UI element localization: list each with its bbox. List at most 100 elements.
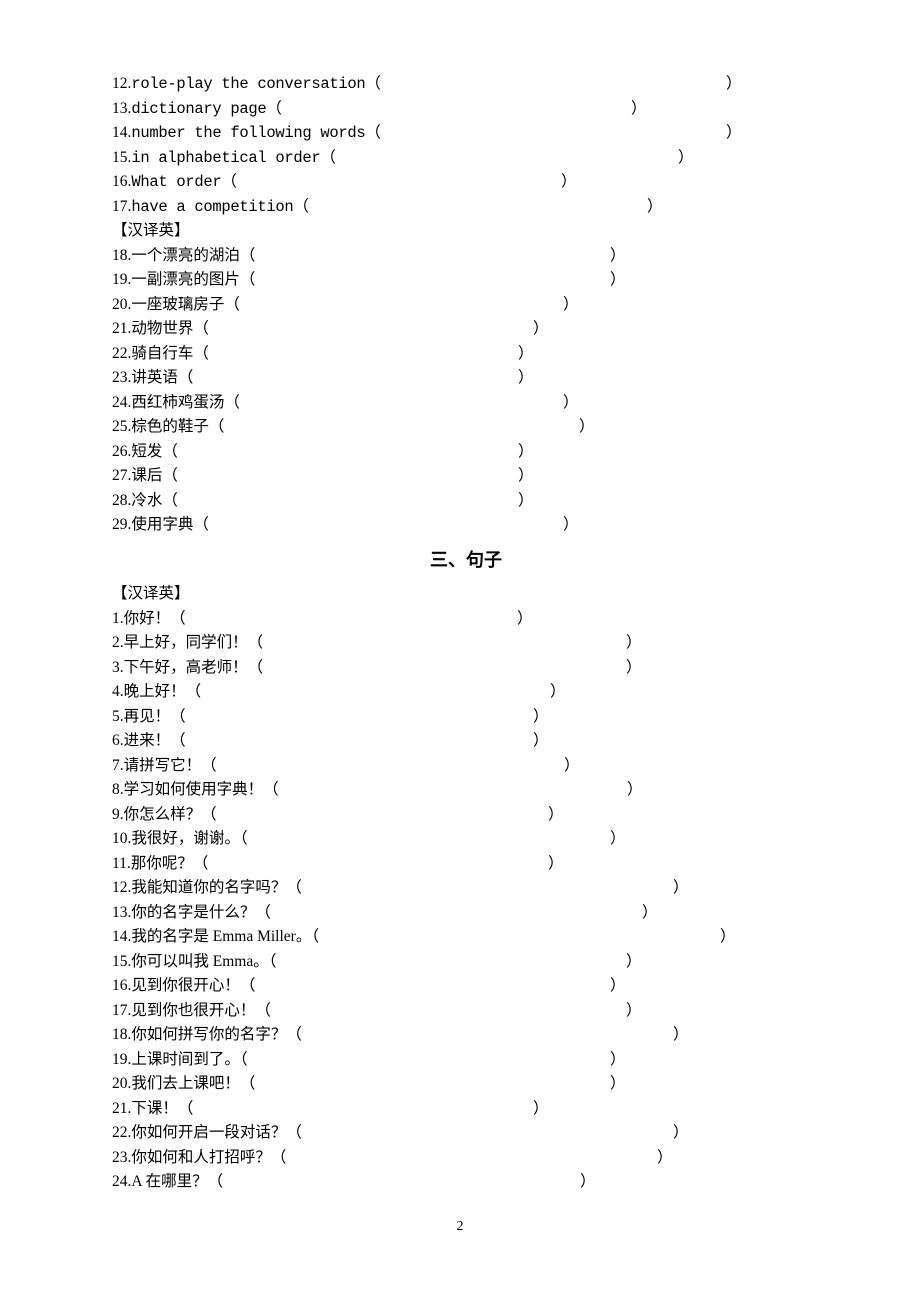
english-to-chinese-section: 12.role-play the conversation（）13.dictio…: [112, 72, 820, 219]
item-text: 学习如何使用字典！: [124, 781, 264, 798]
item-text: 西红柿鸡蛋汤: [131, 394, 224, 411]
exercise-item: 12.role-play the conversation（）: [112, 72, 820, 97]
item-text: number the following words: [131, 124, 365, 142]
item-text: 我的名字是 Emma Miller。: [131, 928, 311, 945]
close-parenthesis: ）: [647, 195, 663, 220]
exercise-item: 18.你如何拼写你的名字？（）: [112, 1023, 820, 1048]
open-parenthesis: （: [365, 124, 381, 141]
close-parenthesis: ）: [533, 705, 549, 730]
item-number: 22.: [112, 1124, 131, 1141]
close-parenthesis: ）: [626, 999, 642, 1024]
exercise-item: 19.上课时间到了。（）: [112, 1048, 820, 1073]
item-number: 8.: [112, 781, 124, 798]
item-text: 再见！: [124, 708, 171, 725]
open-parenthesis: （: [286, 879, 302, 896]
close-parenthesis: ）: [548, 803, 564, 828]
exercise-item: 15.你可以叫我 Emma。（）: [112, 950, 820, 975]
close-parenthesis: ）: [673, 876, 689, 901]
open-parenthesis: （: [178, 369, 194, 386]
item-number: 23.: [112, 369, 131, 386]
exercise-item: 19.一副漂亮的图片（）: [112, 268, 820, 293]
item-number: 20.: [112, 1075, 131, 1092]
exercise-item: 20.一座玻璃房子（）: [112, 293, 820, 318]
open-parenthesis: （: [193, 855, 209, 872]
exercise-item: 21.动物世界（）: [112, 317, 820, 342]
exercise-item: 23.你如何和人打招呼？（）: [112, 1146, 820, 1171]
close-parenthesis: ）: [561, 170, 577, 195]
item-number: 9.: [112, 806, 124, 823]
item-number: 15.: [112, 953, 131, 970]
exercise-item: 10.我很好，谢谢。（）: [112, 827, 820, 852]
item-number: 25.: [112, 418, 131, 435]
item-text: 骑自行车: [131, 345, 193, 362]
item-number: 24.: [112, 1173, 131, 1190]
exercise-item: 8.学习如何使用字典！（ ）: [112, 778, 820, 803]
item-text: 我能知道你的名字吗？: [131, 879, 286, 896]
close-parenthesis: ）: [627, 778, 643, 803]
exercise-item: 17.have a competition（）: [112, 195, 820, 220]
chinese-to-english-header: 【汉译英】: [112, 219, 820, 244]
page-content: 12.role-play the conversation（）13.dictio…: [0, 0, 920, 1195]
item-text: 你好！: [124, 610, 171, 627]
close-parenthesis: ）: [533, 317, 549, 342]
open-parenthesis: （: [170, 732, 186, 749]
item-text: 见到你也很开心！: [131, 1002, 255, 1019]
item-number: 24.: [112, 394, 131, 411]
item-number: 5.: [112, 708, 124, 725]
exercise-item: 22.你如何开启一段对话？（）: [112, 1121, 820, 1146]
item-number: 18.: [112, 247, 131, 264]
open-parenthesis: （: [170, 610, 186, 627]
item-text: 讲英语: [131, 369, 178, 386]
item-number: 26.: [112, 443, 131, 460]
open-parenthesis: （: [263, 781, 279, 798]
close-parenthesis: ）: [563, 293, 579, 318]
item-number: 1.: [112, 610, 124, 627]
item-number: 6.: [112, 732, 124, 749]
exercise-item: 5.再见！（ ）: [112, 705, 820, 730]
exercise-item: 21.下课！（）: [112, 1097, 820, 1122]
close-parenthesis: ）: [726, 121, 742, 146]
open-parenthesis: （: [255, 1002, 271, 1019]
open-parenthesis: （: [286, 1026, 302, 1043]
close-parenthesis: ）: [626, 631, 642, 656]
close-parenthesis: ）: [610, 1048, 626, 1073]
exercise-item: 12.我能知道你的名字吗？（）: [112, 876, 820, 901]
item-number: 10.: [112, 830, 131, 847]
sentences-section: 1.你好！（）2.早上好，同学们！（）3.下午好，高老师！（）4.晚上好！（）5…: [112, 607, 820, 1195]
item-text: dictionary page: [131, 100, 266, 118]
close-parenthesis: ）: [518, 464, 534, 489]
item-number: 4.: [112, 683, 124, 700]
item-number: 3.: [112, 659, 124, 676]
item-text: role-play the conversation: [131, 75, 365, 93]
item-text: 见到你很开心！: [131, 977, 240, 994]
item-text: 棕色的鞋子: [131, 418, 209, 435]
item-number: 21.: [112, 1100, 131, 1117]
item-number: 19.: [112, 271, 131, 288]
item-number: 21.: [112, 320, 131, 337]
open-parenthesis: （: [271, 1149, 287, 1166]
open-parenthesis: （: [311, 928, 319, 945]
item-text: 晚上好！: [124, 683, 186, 700]
exercise-item: 6.进来！（）: [112, 729, 820, 754]
open-parenthesis: （: [365, 75, 381, 92]
open-parenthesis: （: [162, 492, 178, 509]
exercise-item: 28.冷水（）: [112, 489, 820, 514]
open-parenthesis: （: [255, 904, 271, 921]
open-parenthesis: （: [240, 247, 256, 264]
close-parenthesis: ）: [564, 754, 580, 779]
item-text: 你如何和人打招呼？: [131, 1149, 271, 1166]
open-parenthesis: （: [170, 708, 186, 725]
open-parenthesis: （: [178, 1100, 194, 1117]
close-parenthesis: ）: [580, 1170, 596, 1195]
exercise-item: 18.一个漂亮的湖泊（）: [112, 244, 820, 269]
close-parenthesis: ）: [610, 974, 626, 999]
open-parenthesis: （: [193, 320, 209, 337]
open-parenthesis: （: [240, 1051, 248, 1068]
exercise-item: 2.早上好，同学们！（）: [112, 631, 820, 656]
exercise-item: 11.那你呢？（）: [112, 852, 820, 877]
item-text: 冷水: [131, 492, 162, 509]
exercise-item: 1.你好！（）: [112, 607, 820, 632]
open-parenthesis: （: [240, 1075, 256, 1092]
exercise-item: 14.number the following words（）: [112, 121, 820, 146]
exercise-item: 4.晚上好！（）: [112, 680, 820, 705]
